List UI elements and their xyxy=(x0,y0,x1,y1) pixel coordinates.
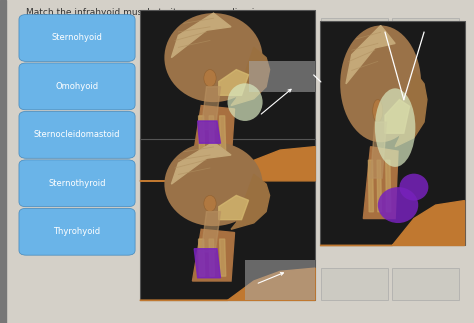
Polygon shape xyxy=(219,116,226,155)
Polygon shape xyxy=(209,116,214,155)
Bar xyxy=(248,61,315,92)
Polygon shape xyxy=(140,147,315,181)
Text: Sternohyoid: Sternohyoid xyxy=(52,34,102,42)
Polygon shape xyxy=(219,195,248,220)
Bar xyxy=(320,21,465,245)
Ellipse shape xyxy=(373,99,383,122)
Polygon shape xyxy=(192,106,235,160)
Polygon shape xyxy=(192,229,235,281)
Polygon shape xyxy=(219,239,226,276)
Ellipse shape xyxy=(228,83,263,121)
Bar xyxy=(321,268,388,300)
FancyBboxPatch shape xyxy=(19,15,135,61)
Polygon shape xyxy=(201,212,220,252)
Ellipse shape xyxy=(204,70,216,87)
Bar xyxy=(245,260,315,300)
Polygon shape xyxy=(199,239,205,276)
FancyBboxPatch shape xyxy=(19,208,135,255)
Polygon shape xyxy=(199,116,205,155)
Polygon shape xyxy=(231,47,270,106)
Polygon shape xyxy=(371,122,386,178)
Text: Thyrohyoid: Thyrohyoid xyxy=(54,227,100,236)
Polygon shape xyxy=(194,249,220,278)
Polygon shape xyxy=(386,160,391,212)
Bar xyxy=(140,139,315,300)
Text: Sternocleidomastoid: Sternocleidomastoid xyxy=(34,130,120,139)
Polygon shape xyxy=(385,99,410,133)
Ellipse shape xyxy=(164,142,263,226)
Bar xyxy=(321,18,388,50)
Polygon shape xyxy=(346,26,395,84)
Ellipse shape xyxy=(375,89,415,167)
Text: Omohyoid: Omohyoid xyxy=(55,82,99,91)
Ellipse shape xyxy=(400,174,428,201)
Bar xyxy=(140,10,315,181)
Ellipse shape xyxy=(378,187,418,223)
Polygon shape xyxy=(368,160,374,212)
Polygon shape xyxy=(172,142,231,184)
Polygon shape xyxy=(209,239,214,276)
Polygon shape xyxy=(172,13,231,57)
Polygon shape xyxy=(140,268,315,300)
FancyBboxPatch shape xyxy=(19,111,135,158)
Text: Sternothyroid: Sternothyroid xyxy=(48,179,106,188)
FancyBboxPatch shape xyxy=(19,63,135,110)
Polygon shape xyxy=(377,160,382,212)
FancyBboxPatch shape xyxy=(19,160,135,207)
Polygon shape xyxy=(201,87,220,130)
Text: Match the infrahyoid muscle to its corresponding image.: Match the infrahyoid muscle to its corre… xyxy=(26,8,283,17)
Polygon shape xyxy=(219,70,248,95)
Ellipse shape xyxy=(340,26,421,142)
Polygon shape xyxy=(231,174,270,229)
Bar xyxy=(392,18,459,50)
Bar xyxy=(392,268,459,300)
Polygon shape xyxy=(320,201,465,245)
Ellipse shape xyxy=(164,13,263,102)
Ellipse shape xyxy=(204,195,216,212)
Bar xyxy=(0,0,6,323)
Polygon shape xyxy=(395,70,427,147)
Polygon shape xyxy=(363,147,398,219)
Polygon shape xyxy=(198,121,220,143)
